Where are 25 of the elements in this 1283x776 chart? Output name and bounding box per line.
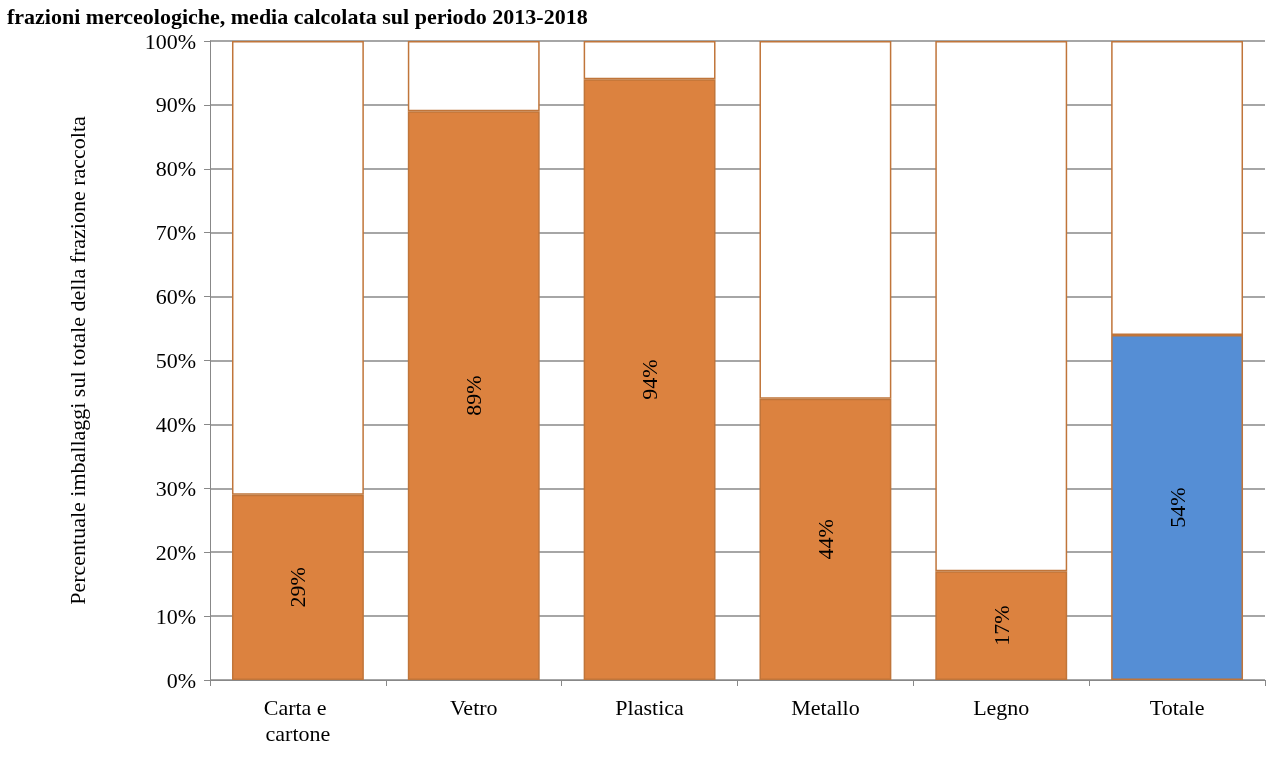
y-tick-label: 20%: [155, 539, 196, 565]
data-label: 29%: [285, 567, 311, 608]
y-tick-label: 0%: [166, 667, 196, 693]
y-tick-label: 30%: [155, 475, 196, 501]
x-tick-label: Carta e cartone: [263, 694, 333, 746]
y-tick-label: 100%: [144, 28, 196, 54]
y-tick-label: 80%: [155, 156, 196, 182]
x-tick-label: Metallo: [791, 694, 860, 720]
y-tick-label: 40%: [155, 411, 196, 437]
data-label: 94%: [637, 359, 663, 400]
y-tick-label: 50%: [155, 348, 196, 373]
y-tick-label: 70%: [155, 220, 196, 246]
x-tick-label: Legno: [973, 694, 1030, 720]
chart-title: frazioni merceologiche, media calcolata sul periodo 2013-2018: [7, 3, 588, 29]
data-label: 54%: [1164, 487, 1190, 528]
x-tick-label: Totale: [1149, 694, 1205, 720]
x-tick-label: Vetro: [449, 694, 498, 720]
y-axis-title: Percentuale imballaggi sul totale della frazione raccolta: [64, 115, 90, 605]
x-tick-label: Plastica: [615, 694, 685, 720]
y-tick-label: 60%: [155, 284, 196, 310]
y-tick-label: 10%: [155, 603, 196, 629]
data-label: 44%: [812, 519, 838, 560]
data-label: 17%: [988, 605, 1014, 646]
data-label: 89%: [461, 375, 487, 416]
y-tick-label: 90%: [155, 92, 196, 118]
